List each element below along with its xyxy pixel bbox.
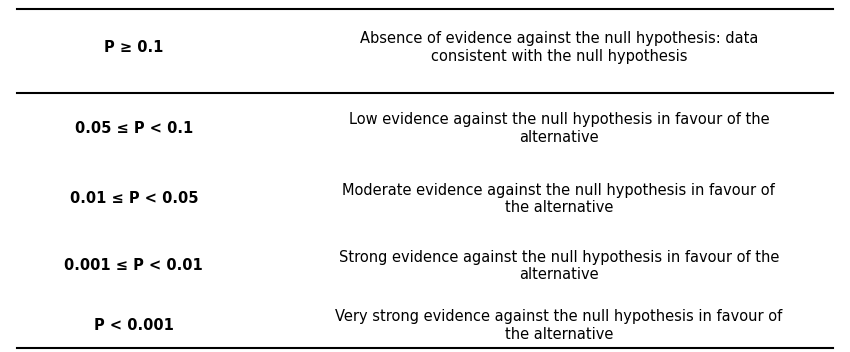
Text: 0.01 ≤ P < 0.05: 0.01 ≤ P < 0.05 <box>70 191 198 206</box>
Text: 0.001 ≤ P < 0.01: 0.001 ≤ P < 0.01 <box>65 258 203 273</box>
Text: Low evidence against the null hypothesis in favour of the
alternative: Low evidence against the null hypothesis… <box>348 112 769 145</box>
Text: Moderate evidence against the null hypothesis in favour of
the alternative: Moderate evidence against the null hypot… <box>343 183 775 215</box>
Text: P < 0.001: P < 0.001 <box>94 318 173 333</box>
Text: Strong evidence against the null hypothesis in favour of the
alternative: Strong evidence against the null hypothe… <box>338 250 779 282</box>
Text: Absence of evidence against the null hypothesis: data
consistent with the null h: Absence of evidence against the null hyp… <box>360 31 758 64</box>
Text: P ≥ 0.1: P ≥ 0.1 <box>105 40 163 55</box>
Text: 0.05 ≤ P < 0.1: 0.05 ≤ P < 0.1 <box>75 121 193 136</box>
Text: Very strong evidence against the null hypothesis in favour of
the alternative: Very strong evidence against the null hy… <box>335 309 783 342</box>
